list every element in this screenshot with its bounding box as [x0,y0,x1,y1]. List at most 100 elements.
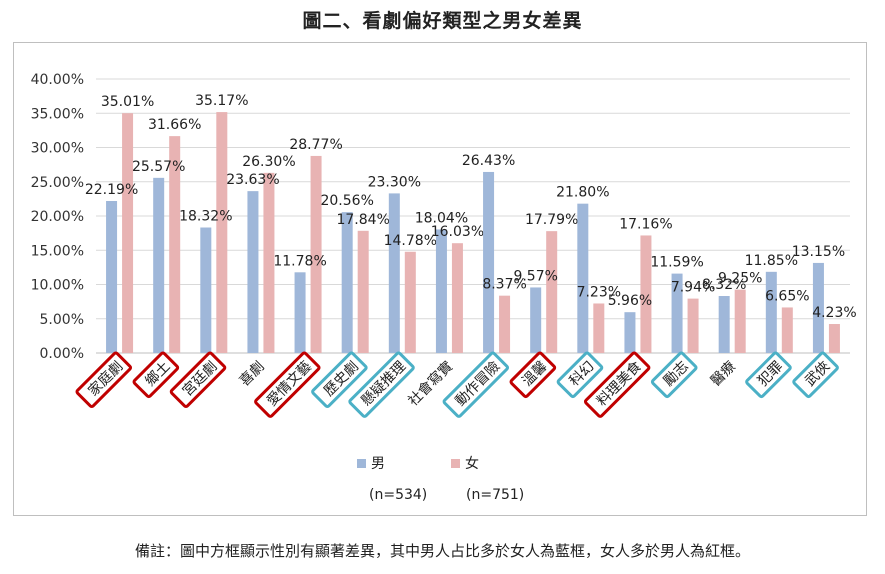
data-label-male: 11.85% [745,253,798,269]
significance-box-female [509,351,557,399]
bar-female [122,113,134,353]
bar-female [687,298,699,353]
bar-male [530,287,542,353]
y-tick-label: 35.00% [31,106,84,122]
bar-female [781,307,793,353]
data-label-male: 13.15% [792,244,845,260]
bar-female [828,324,840,353]
category-label: 溫馨 [519,359,550,390]
data-label-male: 25.57% [132,159,185,175]
bar-male [624,312,636,353]
data-label-female: 17.79% [525,212,578,228]
significance-box-female [583,351,651,418]
bar-male [106,200,118,353]
bar-female [546,231,558,353]
bar-female [310,155,322,353]
data-label-male: 11.59% [650,255,703,271]
bar-female [499,295,511,353]
category-label: 勵志 [661,359,692,390]
footnote: 備註：圖中方框顯示性別有顯著差異，其中男人占比多於女人為藍框，女人多於男人為紅框… [134,542,750,560]
data-label-male: 21.80% [556,185,609,201]
y-tick-label: 20.00% [31,209,84,225]
category-label: 犯罪 [755,359,786,390]
bar-male [577,203,589,353]
bar-male [671,273,683,353]
legend-n-male: (n=534) [369,487,427,503]
chart-frame: 0.00% 5.00% 10.00% 15.00% 20.00% 25.00% 30.00%… [13,42,867,516]
y-tick-label: 30.00% [31,141,84,157]
bar-male [483,171,495,353]
data-label-male: 26.43% [462,153,515,169]
legend-label-male: 男 [371,456,385,472]
data-label-male: 22.19% [85,182,138,198]
bar-male [153,177,165,353]
data-label-male: 18.32% [179,209,232,225]
category-label: 鄉土 [142,359,173,390]
significance-box-female [132,351,180,399]
data-label-male: 8.32% [702,277,746,293]
bar-male [200,227,212,353]
category-label: 科幻 [567,359,598,390]
data-label-male: 9.57% [513,268,557,284]
significance-box-male [311,351,368,408]
legend-swatch-male [357,459,366,468]
data-label-male: 5.96% [608,293,652,309]
data-label-female: 9.25% [718,271,762,287]
data-label-female: 4.23% [812,305,856,321]
category-label: 喜劇 [237,359,268,390]
bar-male [388,193,400,353]
data-label-female: 7.94% [671,280,715,296]
bar-female [216,112,228,353]
bar-male [341,212,353,353]
bar-female [357,230,369,353]
data-label-male: 18.04% [415,210,468,226]
data-label-female: 26.30% [242,154,295,170]
significance-box-male [556,351,604,399]
data-label-male: 20.56% [320,193,373,209]
chart-title: 圖二、看劇偏好類型之男女差異 [302,10,583,32]
bar-female [404,251,416,353]
data-label-female: 8.37% [482,277,526,293]
data-label-female: 16.03% [431,224,484,240]
y-tick-label: 5.00% [40,312,84,328]
category-label: 武俠 [802,359,833,390]
y-tick-label: 25.00% [31,175,84,191]
data-label-female: 35.01% [101,94,154,110]
bar-female [263,172,275,353]
y-tick-label: 15.00% [31,243,84,259]
data-label-female: 17.16% [619,216,672,232]
data-label-male: 23.30% [368,174,421,190]
data-label-female: 31.66% [148,117,201,133]
data-label-male: 11.78% [273,253,326,269]
bar-male [247,191,259,353]
bar-male [718,296,730,353]
data-label-female: 17.84% [336,212,389,228]
legend-label-female: 女 [465,455,479,472]
legend-n-female: (n=751) [466,487,524,503]
significance-box-male [348,351,415,418]
bar-male [812,262,824,353]
y-tick-label: 10.00% [31,278,84,294]
data-label-female: 7.23% [577,284,621,300]
category-label: 醫療 [707,358,739,390]
bar-female [640,235,652,353]
bar-male [765,271,777,353]
data-label-female: 28.77% [289,137,342,153]
bar-male [294,272,306,353]
bar-chart: 0.00% 5.00% 10.00% 15.00% 20.00% 25.00% 30.00%… [31,72,857,503]
bar-female [593,303,605,353]
significance-box-female [254,351,321,418]
significance-box-male [792,351,839,399]
significance-box-male [745,351,792,399]
significance-box-female [169,351,227,408]
significance-box-male [442,351,510,418]
data-label-male: 23.63% [226,172,279,188]
legend-swatch-female [451,459,460,468]
significance-box-male [650,351,698,399]
bar-female [451,243,463,353]
data-label-female: 35.17% [195,93,248,109]
bar-female [734,289,746,353]
y-tick-label: 40.00% [31,72,84,88]
bar-male [435,229,447,353]
bar-female [169,136,181,353]
